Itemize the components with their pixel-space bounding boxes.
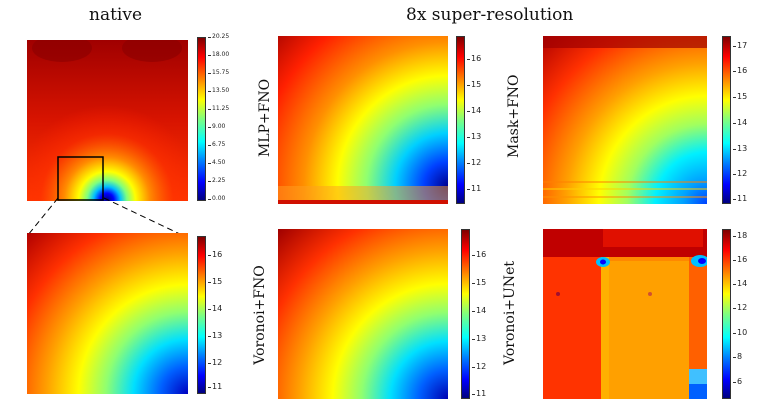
mlp-fno-heatmap bbox=[278, 36, 448, 204]
mask-fno-colorbar bbox=[722, 36, 731, 204]
colorbar-tick-label: 12 bbox=[471, 362, 487, 371]
colorbar-tick-label: 15 bbox=[732, 92, 748, 101]
colorbar-tick-label: 6 bbox=[732, 377, 743, 386]
voronoi-fno-colorbar bbox=[461, 229, 470, 399]
colorbar-tick-label: 18.00 bbox=[207, 51, 230, 58]
colorbar-tick-label: 16 bbox=[732, 66, 748, 75]
native-full-heatmap bbox=[27, 40, 188, 201]
colorbar-tick-label: 11 bbox=[207, 382, 223, 391]
colorbar-tick-label: 12 bbox=[732, 303, 748, 312]
colorbar-tick-label: 17 bbox=[732, 41, 748, 50]
voronoi-unet-colorbar bbox=[722, 229, 731, 399]
colorbar-tick-label: 16 bbox=[466, 54, 482, 63]
colorbar-tick-label: 14 bbox=[732, 279, 748, 288]
mlp-fno-colorbar bbox=[456, 36, 465, 204]
colorbar-tick-label: 18 bbox=[732, 231, 748, 240]
colorbar-tick-label: 8 bbox=[732, 352, 743, 361]
colorbar-tick-label: 15.75 bbox=[207, 69, 230, 76]
colorbar-tick-label: 12 bbox=[207, 358, 223, 367]
colorbar-tick-label: 14 bbox=[471, 306, 487, 315]
colorbar-tick-label: 14 bbox=[732, 118, 748, 127]
row-label-mlp-fno: MLP+FNO bbox=[257, 78, 273, 158]
native-zoom-heatmap bbox=[27, 233, 188, 394]
colorbar-tick-label: 11 bbox=[466, 184, 482, 193]
colorbar-tick-label: 2.25 bbox=[207, 177, 226, 184]
native-full-colorbar bbox=[197, 37, 206, 201]
super-resolution-header: 8x super-resolution bbox=[406, 5, 574, 25]
voronoi-unet-heatmap bbox=[543, 229, 707, 399]
voronoi-fno-heatmap bbox=[278, 229, 448, 399]
colorbar-tick-label: 11 bbox=[471, 389, 487, 398]
native-zoom-colorbar bbox=[197, 236, 206, 394]
colorbar-tick-label: 14 bbox=[466, 106, 482, 115]
colorbar-tick-label: 20.25 bbox=[207, 33, 230, 40]
colorbar-tick-label: 16 bbox=[732, 255, 748, 264]
colorbar-tick-label: 11.25 bbox=[207, 105, 230, 112]
colorbar-tick-label: 10 bbox=[732, 328, 748, 337]
colorbar-tick-label: 13 bbox=[207, 331, 223, 340]
row-label-voronoi-fno: Voronoi+FNO bbox=[252, 265, 268, 365]
colorbar-tick-label: 16 bbox=[471, 250, 487, 259]
zoom-connector-lines bbox=[27, 197, 183, 236]
colorbar-tick-label: 15 bbox=[471, 278, 487, 287]
colorbar-tick-label: 11 bbox=[732, 194, 748, 203]
mask-fno-heatmap bbox=[543, 36, 707, 204]
colorbar-tick-label: 12 bbox=[732, 169, 748, 178]
native-header: native bbox=[89, 5, 143, 25]
colorbar-tick-label: 13.50 bbox=[207, 87, 230, 94]
colorbar-tick-label: 15 bbox=[207, 277, 223, 286]
colorbar-tick-label: 12 bbox=[466, 158, 482, 167]
colorbar-tick-label: 0.00 bbox=[207, 195, 226, 202]
colorbar-tick-label: 13 bbox=[471, 334, 487, 343]
colorbar-tick-label: 13 bbox=[732, 144, 748, 153]
colorbar-tick-label: 6.75 bbox=[207, 141, 226, 148]
colorbar-tick-label: 9.00 bbox=[207, 123, 226, 130]
colorbar-tick-label: 13 bbox=[466, 132, 482, 141]
row-label-mask-fno: Mask+FNO bbox=[506, 74, 522, 158]
colorbar-tick-label: 4.50 bbox=[207, 159, 226, 166]
colorbar-tick-label: 15 bbox=[466, 80, 482, 89]
colorbar-tick-label: 14 bbox=[207, 304, 223, 313]
colorbar-tick-label: 16 bbox=[207, 250, 223, 259]
row-label-voronoi-unet: Voronoi+UNet bbox=[502, 261, 518, 365]
